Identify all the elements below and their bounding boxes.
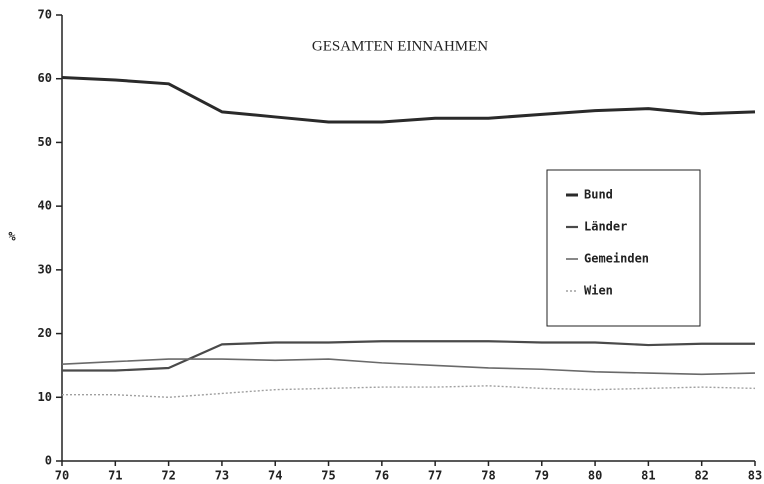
legend-label: Bund: [584, 188, 613, 202]
series-line: [61, 358, 756, 376]
x-tick-label: 82: [694, 469, 708, 483]
series-line: [62, 385, 756, 398]
x-tick-label: 77: [428, 469, 442, 483]
x-tick-label: 83: [748, 469, 762, 483]
y-tick-label: 20: [38, 326, 52, 340]
x-tick-label: 76: [375, 469, 389, 483]
x-tick-label: 72: [161, 469, 175, 483]
y-tick-label: 70: [38, 8, 52, 22]
y-tick-label: 40: [38, 199, 52, 213]
x-tick-label: 74: [268, 469, 282, 483]
x-tick-label: 81: [641, 469, 655, 483]
y-tick-label: 50: [38, 135, 52, 149]
x-tick-label: 78: [481, 469, 495, 483]
legend-label: Wien: [584, 284, 613, 298]
legend-box: [546, 169, 701, 327]
chart-title: GESAMTEN EINNAHMEN: [312, 38, 488, 54]
y-tick-label: 60: [38, 71, 52, 85]
x-tick-label: 75: [321, 469, 335, 483]
x-tick-label: 79: [535, 469, 549, 483]
x-tick-label: 70: [55, 469, 69, 483]
x-tick-label: 80: [588, 469, 602, 483]
y-axis-label: %: [8, 230, 16, 244]
series-line: [62, 340, 755, 372]
legend-label: Länder: [584, 220, 627, 234]
y-tick-label: 30: [38, 262, 52, 276]
y-tick-label: 10: [38, 390, 52, 404]
y-tick-label: 0: [45, 454, 52, 468]
legend-label: Gemeinden: [584, 252, 649, 266]
x-tick-label: 71: [108, 469, 122, 483]
series-line: [61, 75, 756, 124]
x-tick-label: 73: [215, 469, 229, 483]
